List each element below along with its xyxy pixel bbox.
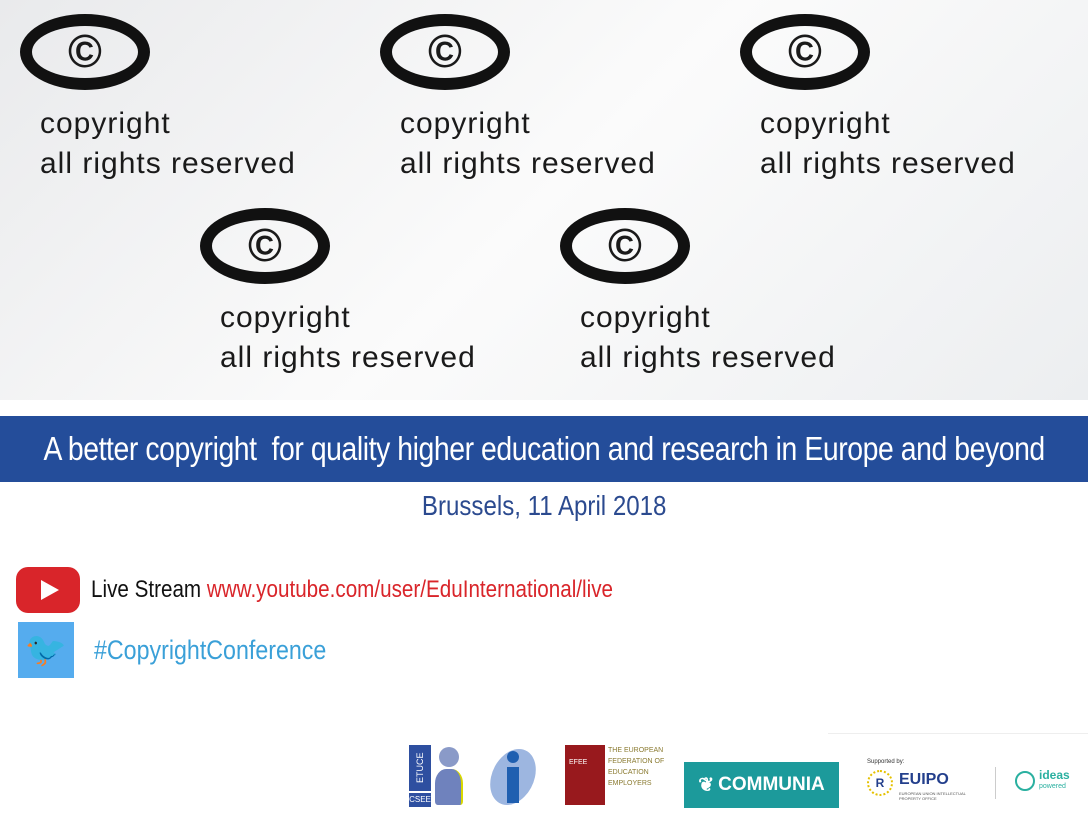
divider (828, 733, 1088, 734)
etuce-text: ETUCE (409, 745, 431, 791)
tile-text: all rights reserved (40, 147, 296, 180)
euipo-sub: EUROPEAN UNION INTELLECTUAL PROPERTY OFF… (899, 791, 966, 801)
hero-image-copyright-pattern: © copyright all rights reserved © copyright a… (0, 0, 1088, 400)
tile-text: copyright (40, 107, 171, 140)
ei-logo (485, 745, 541, 807)
etuce-logo: ETUCE CSEE (409, 745, 473, 809)
efee-full: THE EUROPEAN FEDERATION OF EDUCATION EMP… (608, 747, 665, 787)
event-date-line: Brussels, 11 April 2018 (0, 490, 1088, 522)
tile-text: copyright (400, 107, 531, 140)
supported-by: Supported by: (867, 759, 905, 765)
copyright-tile: © copyright all rights reserved (200, 208, 540, 388)
copyright-symbol-icon: © (560, 208, 690, 284)
copyright-symbol-icon: © (20, 14, 150, 90)
tile-text: all rights reserved (400, 147, 656, 180)
tile-text: all rights reserved (580, 341, 836, 374)
eu-stars-icon: R (867, 770, 893, 796)
copyright-tile: © copyright all rights reserved (20, 14, 360, 194)
copyright-symbol-icon: © (380, 14, 510, 90)
euipo-text: EUIPO (899, 771, 949, 788)
event-title: A better copyright for quality higher ed… (43, 430, 1045, 467)
livestream-label: Live Stream (91, 576, 202, 603)
tile-text: copyright (580, 301, 711, 334)
event-date: Brussels, 11 April 2018 (421, 490, 667, 521)
communia-logo: ❦ COMMUNIA (684, 762, 839, 808)
copyright-tile: © copyright all rights reserved (380, 14, 720, 194)
tile-text: copyright (220, 301, 351, 334)
powered-text: powered (1039, 783, 1066, 790)
livestream-row: Live Stream www.youtube.com/user/EduInte… (16, 567, 698, 613)
copyright-symbol-icon: © (740, 14, 870, 90)
livestream-link[interactable]: www.youtube.com/user/EduInternational/li… (206, 576, 614, 603)
title-banner: A better copyright for quality higher ed… (0, 416, 1088, 482)
twitter-row: 🐦 #CopyrightConference (18, 622, 364, 678)
csee-text: CSEE (409, 793, 431, 807)
communia-emblem-icon: ❦ (698, 774, 715, 796)
efee-logo: EFEE THE EUROPEAN FEDERATION OF EDUCATIO… (565, 745, 675, 807)
copyright-tile: © copyright all rights reserved (740, 14, 1080, 194)
copyright-tile: © copyright all rights reserved (560, 208, 900, 388)
tile-text: copyright (760, 107, 891, 140)
twitter-icon[interactable]: 🐦 (18, 622, 74, 678)
copyright-symbol-icon: © (200, 208, 330, 284)
tile-text: all rights reserved (220, 341, 476, 374)
efee-short: EFEE (565, 745, 605, 805)
euipo-logo: Supported by: R EUIPO EUROPEAN UNION INT… (867, 758, 987, 808)
hashtag-link[interactable]: #CopyrightConference (94, 634, 327, 665)
ideas-powered-logo: ideas powered (1015, 769, 1075, 799)
ideas-text: ideas (1039, 768, 1070, 782)
tile-text: all rights reserved (760, 147, 1016, 180)
communia-text: COMMUNIA (718, 774, 825, 795)
youtube-icon[interactable] (16, 567, 80, 613)
